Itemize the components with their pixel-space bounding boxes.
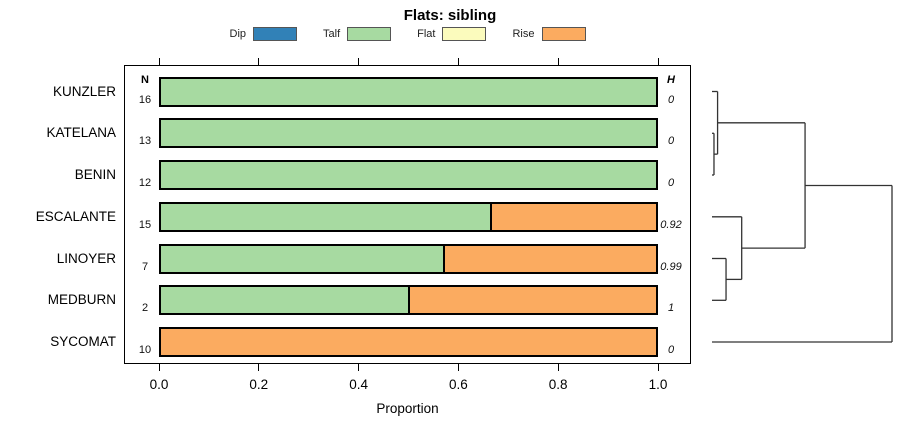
- x-tick-top: [358, 58, 360, 65]
- legend-item-talf: Talf: [323, 27, 392, 41]
- dendrogram: [712, 90, 893, 343]
- legend-item-flat: Flat: [417, 27, 487, 41]
- x-tick-top: [657, 58, 659, 65]
- x-tick-label: 0.8: [548, 377, 568, 392]
- h-value: 0: [667, 177, 675, 189]
- h-value: 0.99: [660, 260, 682, 273]
- x-tick-bottom: [457, 364, 459, 371]
- x-tick-label: 0.0: [149, 377, 169, 392]
- h-value: 0: [667, 344, 675, 356]
- bar-segment-talf: [161, 162, 656, 188]
- legend-label-talf: Talf: [323, 28, 341, 40]
- legend-label-dip: Dip: [229, 28, 247, 40]
- h-value: 1: [667, 302, 675, 315]
- x-tick-top: [457, 58, 459, 65]
- legend-item-rise: Rise: [512, 27, 586, 41]
- bar-segment-rise: [161, 329, 656, 355]
- n-value: 10: [138, 344, 152, 356]
- x-tick-top: [258, 58, 260, 65]
- bar-segment-rise: [489, 203, 656, 230]
- bar-row-katelana: [159, 118, 658, 149]
- x-tick-label: 1.0: [648, 377, 668, 392]
- y-axis-label-escalante: ESCALANTE: [35, 208, 116, 224]
- h-value: 0: [667, 93, 675, 106]
- legend-swatch-dip: [253, 27, 298, 41]
- n-value: 13: [138, 135, 152, 148]
- bar-row-benin: [159, 160, 658, 190]
- bar-segment-talf: [161, 245, 443, 272]
- bar-row-kunzler: [159, 76, 658, 107]
- bar-segment-talf: [161, 78, 656, 105]
- x-tick-bottom: [657, 364, 659, 371]
- x-tick-bottom: [258, 364, 260, 371]
- legend-label-flat: Flat: [417, 28, 436, 40]
- legend-swatch-flat: [442, 27, 487, 41]
- bar-segment-talf: [161, 203, 490, 230]
- x-tick-bottom: [358, 364, 360, 371]
- y-axis-label-linoyer: LINOYER: [56, 250, 116, 266]
- h-value: 0: [667, 135, 675, 148]
- h-column-header: H: [667, 74, 675, 86]
- n-value: 16: [138, 93, 152, 106]
- h-value: 0.92: [660, 218, 682, 231]
- y-axis-label-benin: BENIN: [74, 167, 116, 182]
- legend-swatch-rise: [541, 27, 586, 41]
- n-column-header: N: [141, 74, 149, 86]
- legend-swatch-talf: [347, 27, 392, 41]
- x-axis-title: Proportion: [376, 401, 439, 416]
- y-axis-label-katelana: KATELANA: [46, 125, 116, 141]
- bar-segment-rise: [442, 245, 656, 272]
- bar-row-linoyer: [159, 243, 658, 274]
- plot-box: [124, 65, 691, 364]
- chart-title: Flats: sibling: [403, 7, 497, 24]
- y-axis-label-medburn: MEDBURN: [47, 292, 116, 308]
- bar-segment-talf: [161, 287, 408, 314]
- y-axis-label-sycomat: SYCOMAT: [50, 334, 116, 349]
- x-tick-label: 0.6: [449, 377, 468, 392]
- bar-row-escalante: [159, 201, 658, 232]
- n-value: 12: [138, 177, 152, 189]
- x-tick-bottom: [158, 364, 160, 371]
- n-value: 2: [141, 302, 149, 315]
- legend-item-dip: Dip: [230, 27, 298, 41]
- bar-segment-talf: [161, 120, 656, 147]
- n-value: 15: [138, 218, 152, 231]
- x-tick-label: 0.2: [249, 377, 269, 392]
- x-tick-label: 0.4: [349, 377, 368, 392]
- x-tick-top: [158, 58, 160, 65]
- legend: Dip Talf Flat Rise: [124, 26, 691, 42]
- y-axis-label-kunzler: KUNZLER: [52, 83, 116, 99]
- bar-row-sycomat: [159, 327, 658, 357]
- x-tick-top: [557, 58, 559, 65]
- x-tick-bottom: [557, 364, 559, 371]
- n-value: 7: [141, 260, 149, 273]
- legend-label-rise: Rise: [512, 28, 535, 40]
- bar-segment-rise: [407, 287, 656, 314]
- bar-row-medburn: [159, 285, 658, 316]
